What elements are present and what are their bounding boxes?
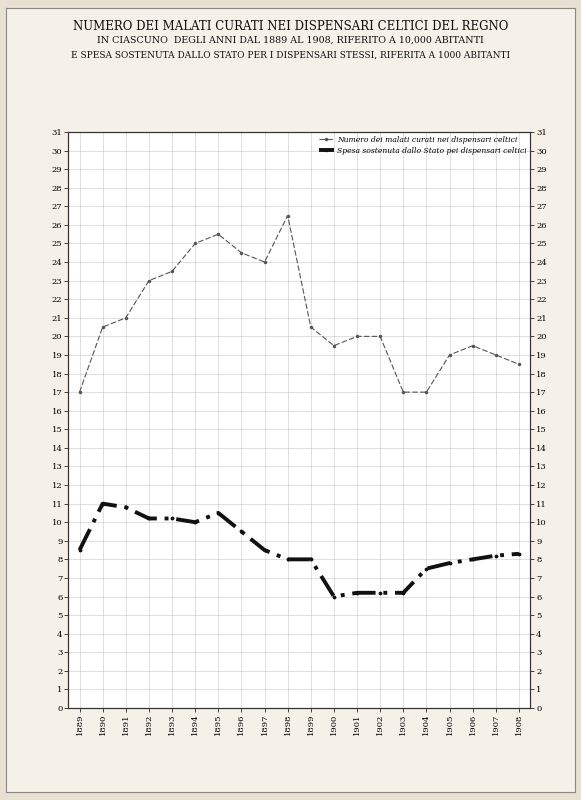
Text: IN CIASCUNO  DEGLI ANNI DAL 1889 AL 1908, RIFERITO A 10,000 ABITANTI: IN CIASCUNO DEGLI ANNI DAL 1889 AL 1908,… bbox=[97, 36, 484, 45]
Legend: Numero dei malati curati nei dispensari celtici, Spesa sostenuta dallo Stato pei: Numero dei malati curati nei dispensari … bbox=[318, 136, 526, 155]
Text: NUMERO DEI MALATI CURATI NEI DISPENSARI CELTICI DEL REGNO: NUMERO DEI MALATI CURATI NEI DISPENSARI … bbox=[73, 20, 508, 33]
Text: E SPESA SOSTENUTA DALLO STATO PER I DISPENSARI STESSI, RIFERITA A 1000 ABITANTI: E SPESA SOSTENUTA DALLO STATO PER I DISP… bbox=[71, 50, 510, 59]
